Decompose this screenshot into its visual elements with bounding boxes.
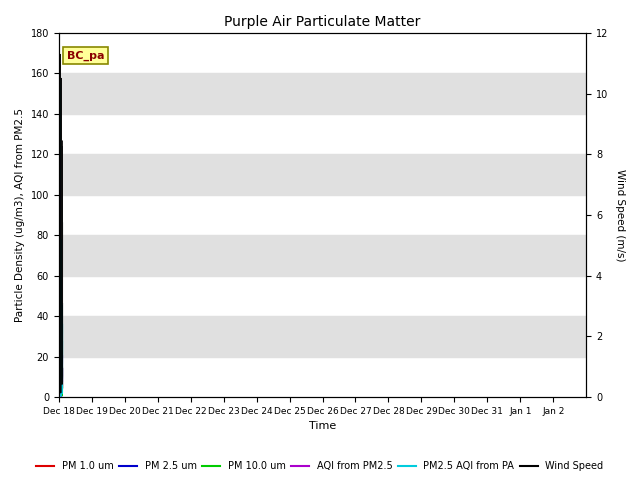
Bar <box>59 73 586 114</box>
X-axis label: Time: Time <box>309 421 336 432</box>
Y-axis label: Wind Speed (m/s): Wind Speed (m/s) <box>615 169 625 261</box>
Bar <box>59 155 586 195</box>
Bar <box>59 235 586 276</box>
Text: BC_pa: BC_pa <box>67 50 104 60</box>
Title: Purple Air Particulate Matter: Purple Air Particulate Matter <box>224 15 420 29</box>
Legend: PM 1.0 um, PM 2.5 um, PM 10.0 um, AQI from PM2.5, PM2.5 AQI from PA, Wind Speed: PM 1.0 um, PM 2.5 um, PM 10.0 um, AQI fr… <box>33 457 607 475</box>
Y-axis label: Particle Density (ug/m3), AQI from PM2.5: Particle Density (ug/m3), AQI from PM2.5 <box>15 108 25 322</box>
Bar <box>59 316 586 357</box>
